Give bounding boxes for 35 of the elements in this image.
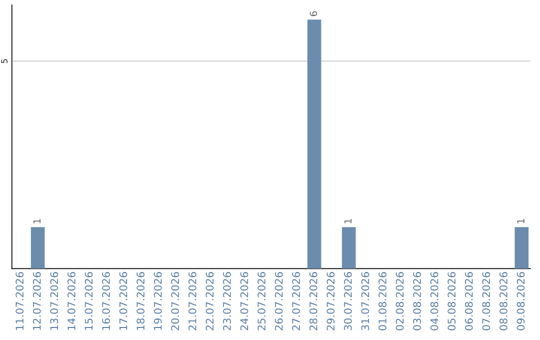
x-tick-label: 21.07.2026 <box>188 272 196 330</box>
x-tick-label: 13.07.2026 <box>50 272 58 330</box>
data-label: 6 <box>310 11 318 16</box>
x-tick-label: 19.07.2026 <box>154 272 162 330</box>
x-tick-label: 26.07.2026 <box>274 272 283 330</box>
x-tick-label: 31.07.2026 <box>361 272 370 330</box>
x-tick-label: 22.07.2026 <box>206 272 214 330</box>
x-tick-label: 27.07.2026 <box>292 272 300 330</box>
x-tick-label: 23.07.2026 <box>223 272 231 330</box>
x-tick-label: 05.08.2026 <box>448 272 456 330</box>
x-tick-label: 07.08.2026 <box>482 272 490 330</box>
x-tick-label: 28.07.2026 <box>309 272 318 330</box>
x-tick-label: 15.07.2026 <box>84 272 93 330</box>
x-tick-label: 30.07.2026 <box>344 272 352 330</box>
x-tick-label: 04.08.2026 <box>430 272 438 330</box>
data-label: 1 <box>517 219 524 224</box>
x-tick-label: 20.07.2026 <box>171 272 180 330</box>
data-label: 1 <box>344 219 352 224</box>
x-tick-label: 14.07.2026 <box>68 272 76 330</box>
x-tick-label: 11.07.2026 <box>16 272 24 330</box>
x-tick-label: 09.08.2026 <box>516 272 525 330</box>
x-tick-label: 03.08.2026 <box>413 272 421 330</box>
x-tick-label: 25.07.2026 <box>258 272 266 330</box>
x-tick-label: 16.07.2026 <box>102 272 110 330</box>
data-label: 1 <box>33 219 40 224</box>
x-tick-label: 02.08.2026 <box>396 272 404 330</box>
x-tick-label: 29.07.2026 <box>326 272 335 330</box>
x-tick-label: 18.07.2026 <box>136 272 144 330</box>
x-tick-label: 06.08.2026 <box>464 272 473 330</box>
x-tick-label: 08.08.2026 <box>500 272 508 330</box>
x-tick-label: 01.08.2026 <box>378 272 386 330</box>
y-tick-label: 5 <box>1 59 8 64</box>
x-tick-label: 12.07.2026 <box>32 272 41 330</box>
x-tick-label: 17.07.2026 <box>119 272 128 330</box>
x-tick-label: 24.07.2026 <box>240 272 248 330</box>
